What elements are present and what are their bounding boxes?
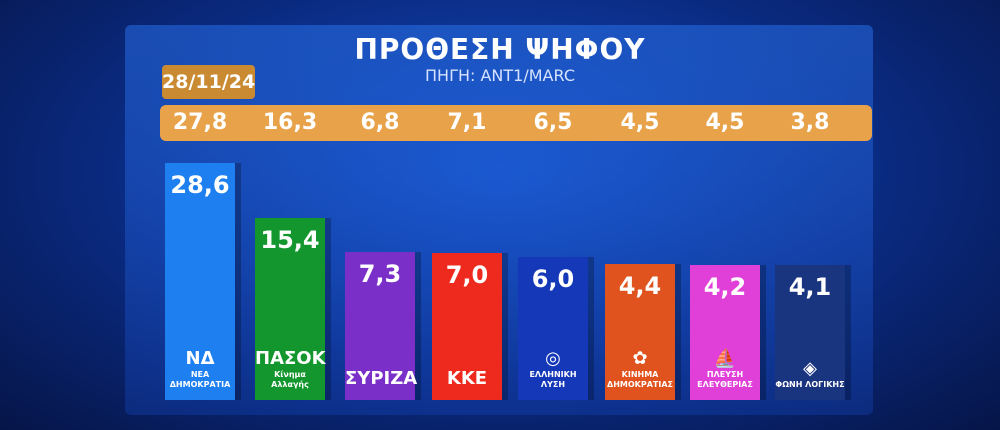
- party-logo-text: ΦΩΝΗ ΛΟΓΙΚΗΣ: [775, 380, 845, 389]
- value-label: 28,6: [170, 171, 230, 200]
- value-label: 7,0: [445, 260, 489, 289]
- previous-date-tag: 28/11/24: [162, 65, 255, 99]
- value-label: 4,1: [788, 272, 832, 301]
- previous-value-label: 7,1: [447, 110, 487, 135]
- value-label: 15,4: [260, 225, 320, 254]
- previous-value-label: 4,5: [620, 110, 660, 135]
- previous-value-label: 6,5: [533, 110, 573, 135]
- party-logo-mark: ΣΥΡΙΖΑ: [345, 368, 418, 389]
- party-logo: ◈ ΦΩΝΗ ΛΟΓΙΚΗΣ: [775, 358, 845, 390]
- party-logo: ◎ ΕΛΛΗΝΙΚΗ ΛΥΣΗ: [518, 348, 588, 390]
- value-label: 6,0: [531, 265, 575, 294]
- chart-source: ΠΗΓΗ: ANT1/MARC: [425, 66, 575, 85]
- value-label: 7,3: [358, 259, 402, 288]
- party-logo: ΣΥΡΙΖΑ: [345, 368, 418, 390]
- party-logo-text: ΠΛΕΥΣΗ ΕΛΕΥΘΕΡΙΑΣ: [697, 370, 753, 389]
- previous-value-label: 6,8: [360, 110, 400, 135]
- previous-value-label: 4,5: [705, 110, 745, 135]
- party-logo-mark: ΝΔ: [185, 348, 215, 369]
- bar: 4,1 ◈ ΦΩΝΗ ΛΟΓΙΚΗΣ: [775, 264, 845, 400]
- value-label: 4,4: [618, 271, 662, 300]
- party-logo-mark: ◈: [803, 358, 817, 379]
- party-logo-text: ΚΙΝΗΜΑ ΔΗΜΟΚΡΑΤΙΑΣ: [607, 370, 673, 389]
- previous-values-strip: [160, 105, 872, 141]
- bar: 7,3 ΣΥΡΙΖΑ: [345, 251, 418, 400]
- bar: 4,2 ⛵ ΠΛΕΥΣΗ ΕΛΕΥΘΕΡΙΑΣ: [690, 264, 760, 400]
- party-logo-text: Κίνημα Αλλαγής: [271, 370, 309, 389]
- party-logo: ⛵ ΠΛΕΥΣΗ ΕΛΕΥΘΕΡΙΑΣ: [690, 348, 760, 390]
- previous-value-label: 27,8: [172, 110, 228, 135]
- previous-value-label: 16,3: [262, 110, 318, 135]
- value-label: 4,2: [703, 272, 747, 301]
- bar: 7,0 ΚΚΕ: [432, 252, 502, 400]
- bar: 4,4 ✿ ΚΙΝΗΜΑ ΔΗΜΟΚΡΑΤΙΑΣ: [605, 263, 675, 400]
- party-logo-text: ΝΕΑ ΔΗΜΟΚΡΑΤΙΑ: [169, 370, 231, 389]
- party-logo-mark: ΚΚΕ: [446, 368, 488, 389]
- party-logo-mark: ◎: [545, 348, 561, 369]
- chart-title: ΠΡΟΘΕΣΗ ΨΗΦΟΥ: [354, 33, 646, 66]
- bar: 6,0 ◎ ΕΛΛΗΝΙΚΗ ΛΥΣΗ: [518, 257, 588, 400]
- party-logo-mark: ⛵: [713, 348, 737, 369]
- party-logo-mark: ΠΑΣΟΚ: [255, 348, 326, 369]
- previous-value-label: 3,8: [790, 110, 830, 135]
- bar: 15,4 ΠΑΣΟΚ Κίνημα Αλλαγής: [255, 217, 326, 400]
- party-logo: ΚΚΕ: [432, 368, 502, 390]
- party-logo-mark: ✿: [632, 348, 648, 369]
- party-logo: ΠΑΣΟΚ Κίνημα Αλλαγής: [255, 348, 326, 390]
- party-logo: ✿ ΚΙΝΗΜΑ ΔΗΜΟΚΡΑΤΙΑΣ: [605, 348, 675, 390]
- bar: 28,6 ΝΔ ΝΕΑ ΔΗΜΟΚΡΑΤΙΑ: [165, 163, 235, 400]
- party-logo: ΝΔ ΝΕΑ ΔΗΜΟΚΡΑΤΙΑ: [165, 348, 235, 390]
- party-logo-text: ΕΛΛΗΝΙΚΗ ΛΥΣΗ: [529, 370, 577, 389]
